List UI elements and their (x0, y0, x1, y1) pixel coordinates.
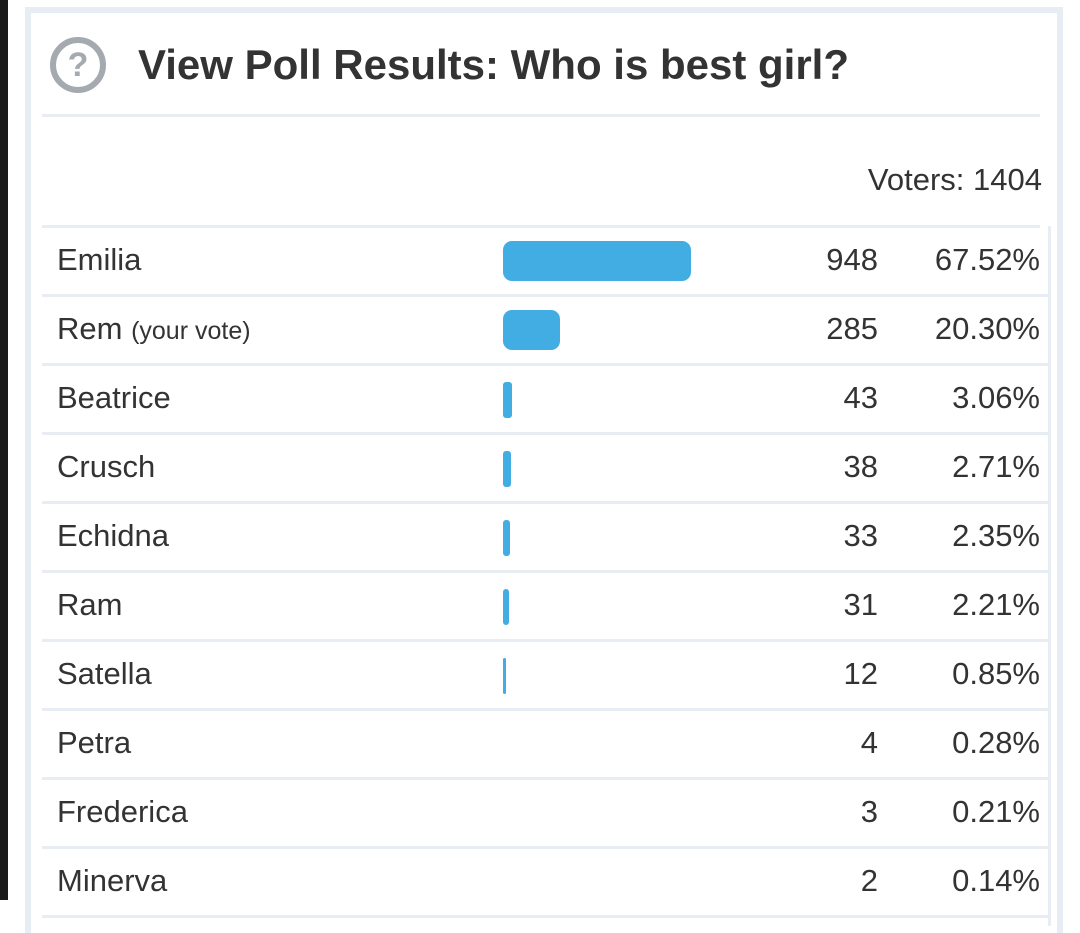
voters-count: Voters: 1404 (867, 162, 1042, 197)
vote-percent: 67.52% (934, 242, 1040, 277)
option-label: Satella (57, 656, 152, 691)
result-bar (503, 451, 511, 487)
table-right-border (1048, 226, 1051, 926)
poll-header: ? View Poll Results: Who is best girl? (50, 30, 849, 100)
result-bar (503, 589, 510, 625)
question-circle-icon: ? (50, 37, 106, 93)
option-name: Rem (your vote) (57, 311, 251, 347)
vote-percent: 3.06% (952, 380, 1040, 415)
your-vote-note: (your vote) (131, 317, 251, 345)
vote-percent: 20.30% (934, 311, 1040, 346)
window-edge (0, 0, 8, 900)
page-title: View Poll Results: Who is best girl? (138, 41, 850, 88)
result-bar (503, 310, 560, 350)
result-bar (503, 658, 506, 694)
vote-percent: 0.85% (952, 656, 1040, 691)
vote-count: 31 (843, 587, 878, 622)
poll-option-row: Petra 4 0.28% (42, 711, 1050, 780)
poll-option-row: Rem (your vote) 285 20.30% (42, 297, 1050, 366)
option-label: Rem (57, 311, 123, 346)
option-name: Crusch (57, 449, 155, 485)
option-label: Minerva (57, 863, 168, 898)
header-divider (42, 114, 1040, 117)
vote-count: 12 (843, 656, 878, 691)
vote-count: 4 (860, 725, 878, 760)
vote-count: 285 (826, 311, 878, 346)
vote-count: 33 (843, 518, 878, 553)
option-name: Ram (57, 587, 122, 623)
vote-percent: 2.21% (952, 587, 1040, 622)
option-name: Satella (57, 656, 152, 692)
option-name: Petra (57, 725, 131, 761)
vote-percent: 0.21% (952, 794, 1040, 829)
option-label: Ram (57, 587, 123, 622)
vote-count: 38 (843, 449, 878, 484)
result-bar (503, 241, 692, 281)
vote-percent: 0.28% (952, 725, 1040, 760)
poll-option-row: Frederica 3 0.21% (42, 780, 1050, 849)
result-bar (503, 382, 512, 418)
option-label: Crusch (57, 449, 156, 484)
poll-option-row: Minerva 2 0.14% (42, 849, 1050, 918)
poll-option-row: Beatrice 43 3.06% (42, 366, 1050, 435)
poll-option-row: Emilia 948 67.52% (42, 228, 1050, 297)
option-name: Emilia (57, 242, 141, 278)
option-name: Echidna (57, 518, 169, 554)
vote-count: 3 (860, 794, 878, 829)
vote-percent: 2.35% (952, 518, 1040, 553)
poll-option-row: Echidna 33 2.35% (42, 504, 1050, 573)
vote-count: 2 (860, 863, 878, 898)
option-name: Minerva (57, 863, 167, 899)
table-top-divider (42, 225, 1040, 228)
option-label: Petra (57, 725, 132, 760)
option-name: Frederica (57, 794, 188, 830)
poll-option-row: Crusch 38 2.71% (42, 435, 1050, 504)
option-label: Frederica (57, 794, 188, 829)
option-label: Emilia (57, 242, 142, 277)
vote-percent: 0.14% (952, 863, 1040, 898)
result-bar (503, 520, 510, 556)
poll-option-row: Ram 31 2.21% (42, 573, 1050, 642)
vote-percent: 2.71% (952, 449, 1040, 484)
vote-count: 43 (843, 380, 878, 415)
option-name: Beatrice (57, 380, 171, 416)
option-label: Echidna (57, 518, 170, 553)
poll-option-row: Satella 12 0.85% (42, 642, 1050, 711)
option-label: Beatrice (57, 380, 171, 415)
vote-count: 948 (826, 242, 878, 277)
